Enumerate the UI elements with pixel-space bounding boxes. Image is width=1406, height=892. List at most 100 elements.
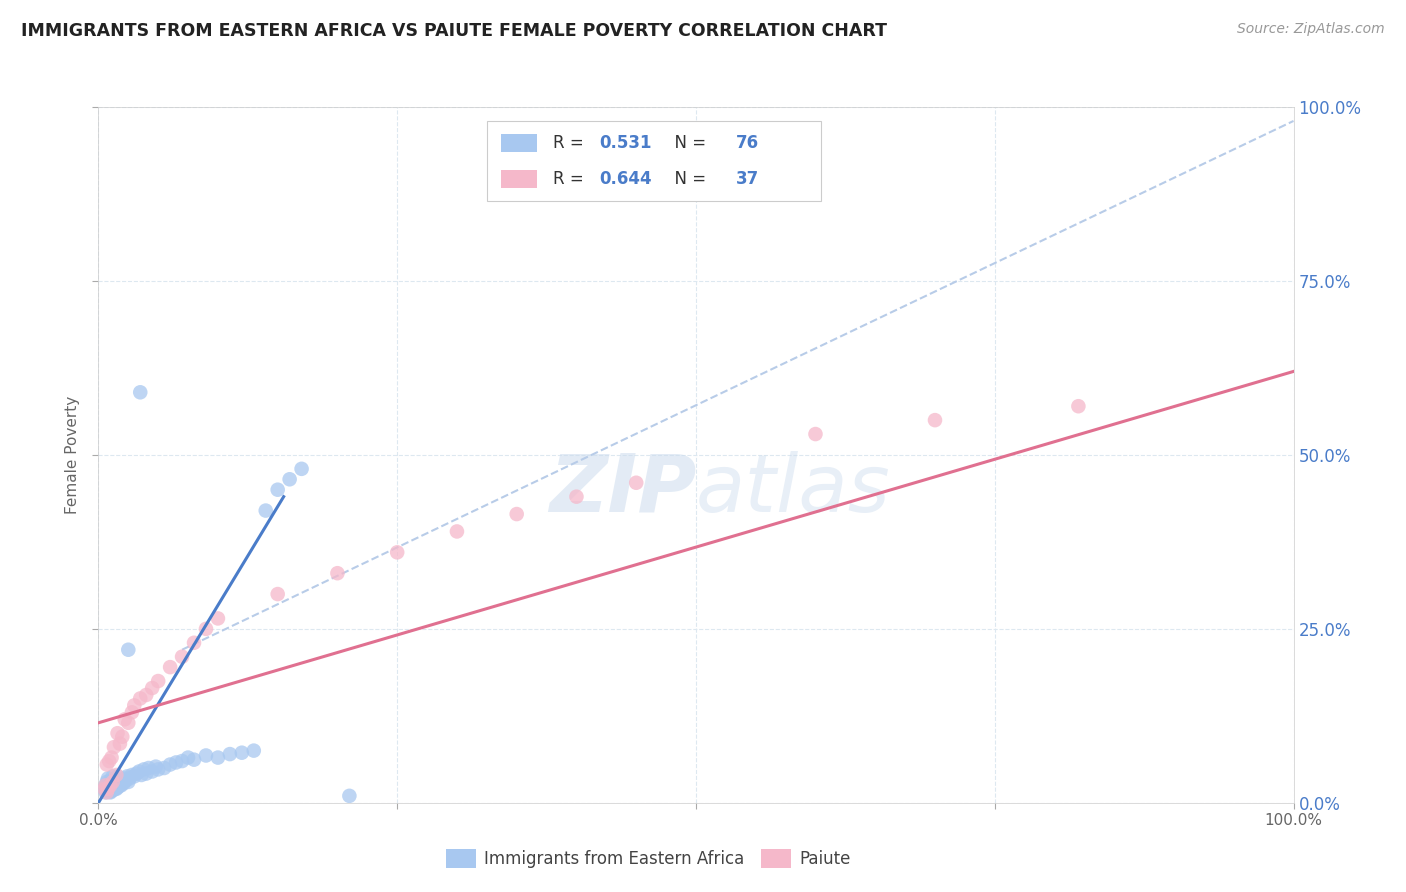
Point [93, 781, 115, 796]
Point [94, 778, 117, 792]
Point [506, 507, 529, 521]
Point [121, 706, 143, 720]
Point [121, 768, 143, 782]
FancyBboxPatch shape [486, 121, 821, 201]
Point [96, 785, 118, 799]
Point [98, 781, 121, 796]
Point [207, 750, 229, 764]
Point [626, 475, 648, 490]
Point [132, 763, 155, 777]
Bar [501, 134, 537, 152]
Text: Source: ZipAtlas.com: Source: ZipAtlas.com [1237, 22, 1385, 37]
Point [267, 483, 290, 497]
Point [183, 636, 205, 650]
Point [194, 622, 218, 636]
Point [103, 773, 125, 788]
Point [117, 715, 139, 730]
Point [108, 737, 131, 751]
Text: 37: 37 [735, 170, 759, 188]
Text: R =: R = [553, 134, 589, 152]
Point [278, 472, 301, 486]
Point [135, 688, 157, 702]
Point [129, 691, 152, 706]
Point [125, 766, 148, 780]
Point [172, 754, 194, 768]
Point [98, 785, 122, 799]
Text: 76: 76 [735, 134, 758, 152]
Text: ZIP: ZIP [548, 450, 696, 529]
Point [97, 783, 120, 797]
Point [117, 775, 139, 789]
Point [112, 776, 135, 790]
Point [94, 778, 117, 792]
Point [105, 778, 128, 792]
Text: N =: N = [664, 134, 711, 152]
Point [165, 756, 187, 770]
Point [108, 778, 131, 792]
Point [100, 776, 122, 790]
Point [107, 778, 129, 792]
Point [98, 773, 122, 788]
Point [98, 754, 121, 768]
Point [97, 780, 120, 795]
Point [104, 772, 127, 786]
Point [93, 781, 115, 796]
Point [177, 750, 200, 764]
Point [96, 775, 118, 789]
Point [105, 775, 128, 789]
Point [107, 726, 129, 740]
Point [97, 772, 120, 786]
Point [111, 730, 134, 744]
Point [254, 503, 277, 517]
Point [101, 783, 124, 797]
Text: IMMIGRANTS FROM EASTERN AFRICA VS PAIUTE FEMALE POVERTY CORRELATION CHART: IMMIGRANTS FROM EASTERN AFRICA VS PAIUTE… [21, 22, 887, 40]
Point [96, 757, 118, 772]
Point [98, 776, 121, 790]
Point [172, 649, 194, 664]
Point [98, 778, 122, 792]
Point [105, 768, 128, 782]
Point [98, 780, 121, 795]
Point [124, 698, 146, 713]
Point [148, 674, 170, 689]
Point [219, 747, 242, 761]
Y-axis label: Female Poverty: Female Poverty [65, 396, 80, 514]
Point [94, 785, 117, 799]
Point [565, 490, 588, 504]
Point [101, 775, 124, 789]
Text: 0.644: 0.644 [599, 170, 652, 188]
Point [141, 764, 163, 779]
Point [103, 780, 125, 795]
Point [118, 772, 141, 786]
Point [385, 545, 409, 559]
Point [104, 778, 127, 792]
Point [115, 769, 138, 783]
Point [924, 413, 946, 427]
Point [183, 753, 205, 767]
Text: 0.531: 0.531 [599, 134, 651, 152]
Point [231, 746, 253, 760]
Point [101, 769, 124, 783]
Point [804, 427, 827, 442]
Point [100, 750, 122, 764]
Point [107, 780, 129, 795]
Point [138, 761, 160, 775]
Point [339, 789, 360, 803]
Point [100, 783, 122, 797]
Point [243, 744, 266, 758]
Point [117, 642, 139, 657]
Point [98, 778, 122, 792]
Point [148, 763, 170, 777]
Point [159, 757, 181, 772]
Bar [501, 170, 537, 188]
Point [110, 778, 132, 792]
Point [107, 776, 129, 790]
Legend: Immigrants from Eastern Africa, Paiute: Immigrants from Eastern Africa, Paiute [439, 842, 858, 874]
Point [97, 781, 120, 796]
Point [145, 759, 167, 773]
Point [194, 748, 218, 763]
Point [96, 783, 118, 797]
Point [114, 772, 136, 786]
Point [267, 587, 290, 601]
Point [135, 766, 157, 780]
